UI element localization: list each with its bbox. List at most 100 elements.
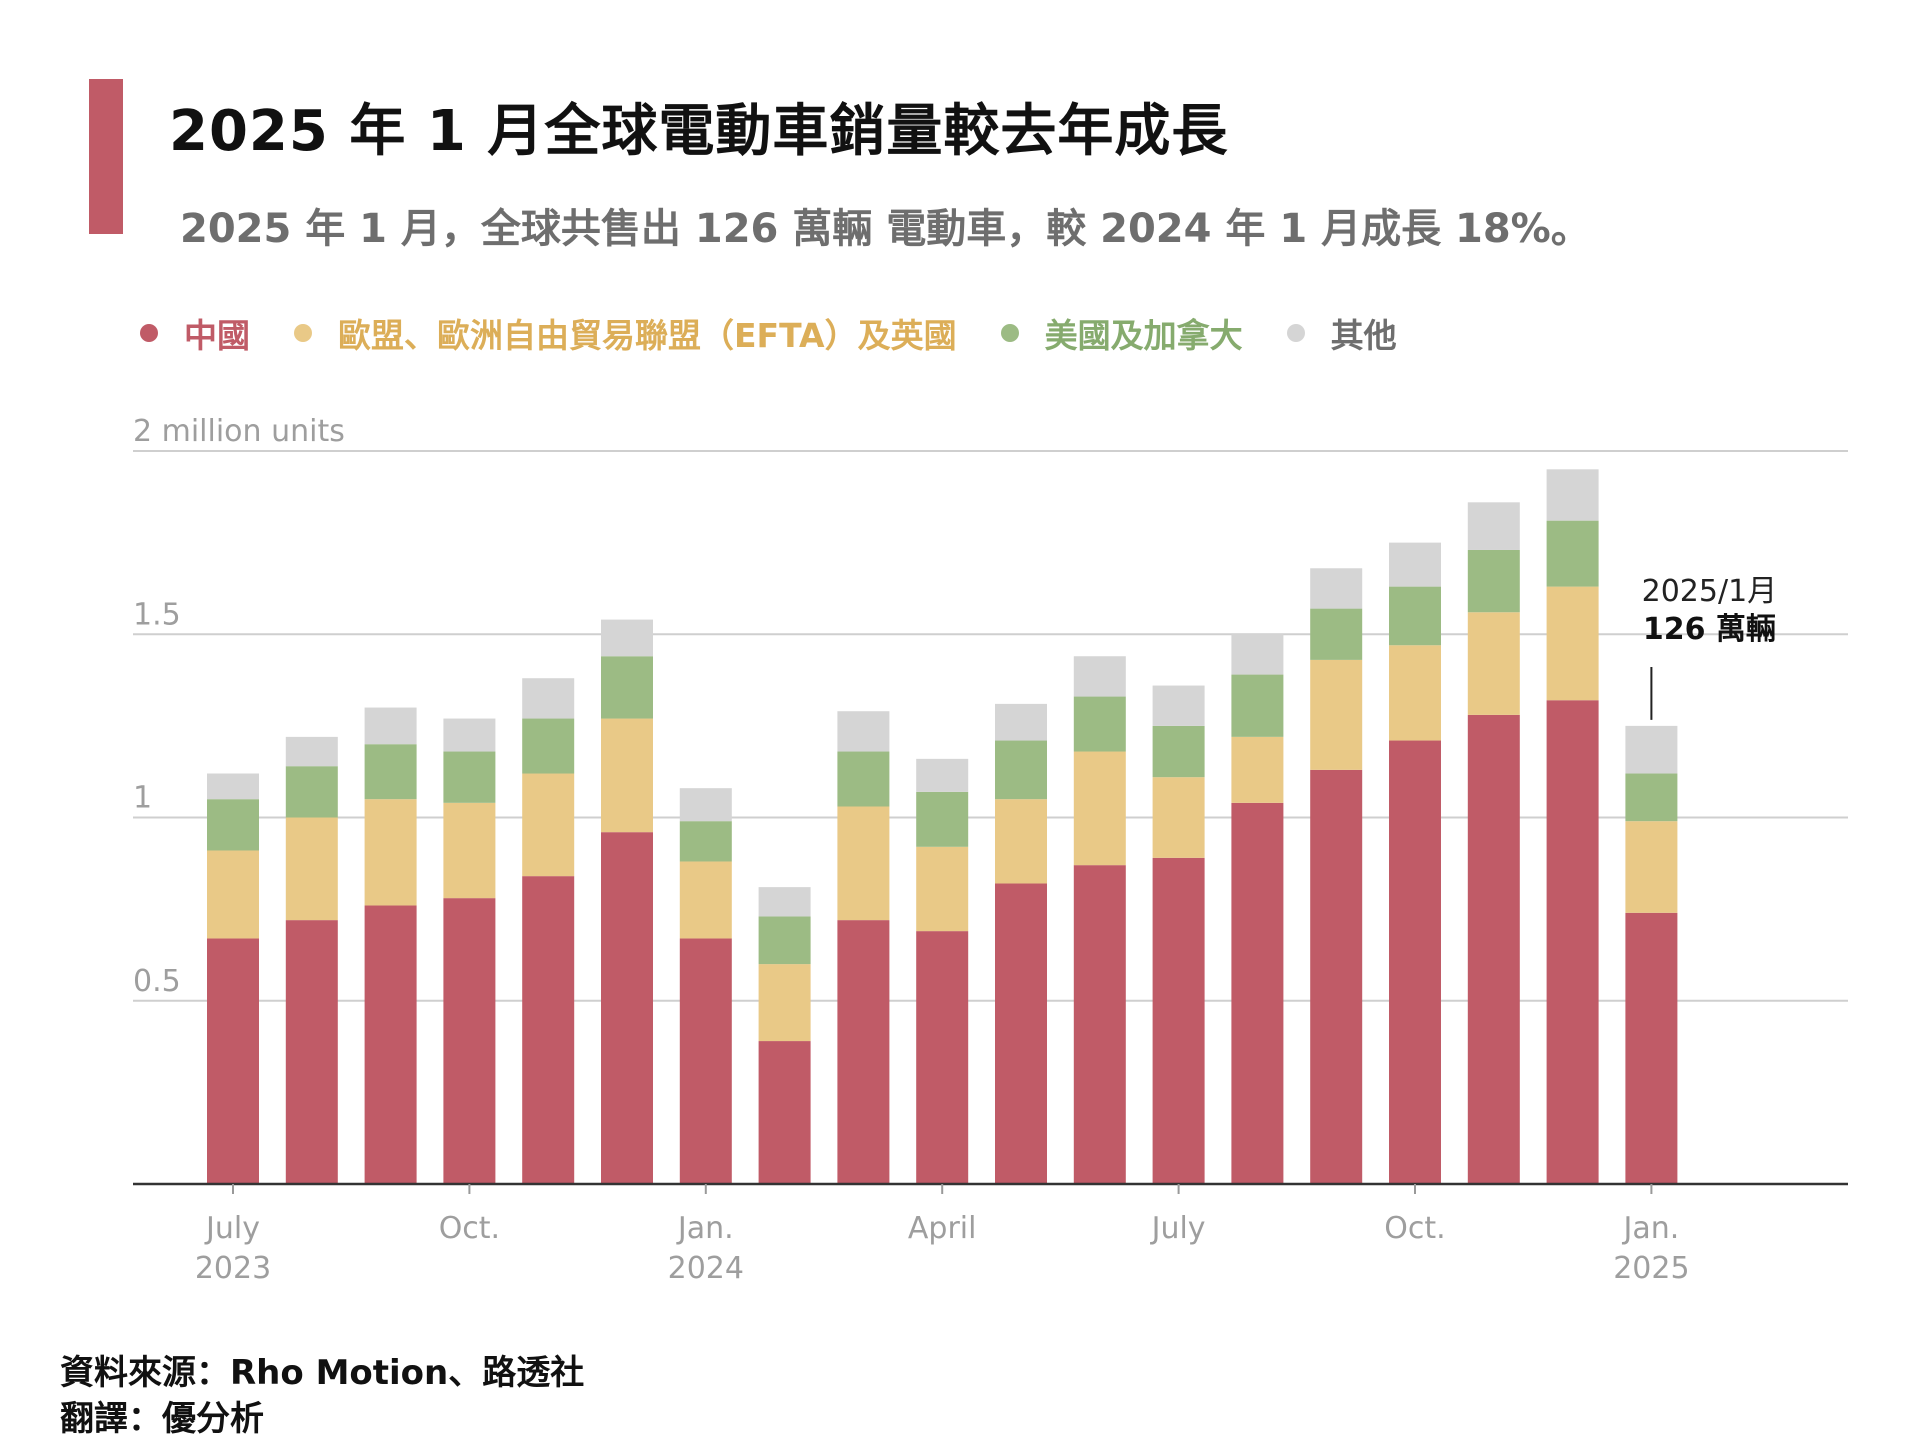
bar-segment (364, 744, 417, 800)
bar-segment (995, 799, 1047, 884)
bar-segment (1467, 612, 1520, 715)
bar-segment (679, 788, 732, 822)
x-tick-year-label: 2023 (195, 1251, 271, 1286)
bar-segment (995, 883, 1047, 1184)
bar-segment (601, 718, 653, 833)
bar-segment (1310, 568, 1363, 609)
source-line: 資料來源：Rho Motion、路透社 (60, 1353, 585, 1393)
bar-segment (1389, 645, 1441, 741)
bar-segment (1310, 659, 1363, 770)
x-tick-label: Oct. (439, 1211, 500, 1246)
legend-label-china: 中國 (184, 316, 250, 355)
chart-legend: 中國 歐盟、歐洲自由貿易聯盟（EFTA）及英國 美國及加拿大 其他 (140, 310, 1441, 356)
y-tick-label: 1 (133, 781, 152, 816)
bar-segment (285, 920, 338, 1184)
bar-segment (1625, 912, 1678, 1184)
legend-item-europe: 歐盟、歐洲自由貿易聯盟（EFTA）及英國 (294, 309, 957, 357)
legend-dot-europe (294, 324, 312, 342)
x-tick-label: Jan. (676, 1211, 734, 1246)
source-note: 資料來源：Rho Motion、路透社 翻譯：優分析 (60, 1350, 584, 1442)
bar-segment (916, 931, 969, 1184)
bar-segment (995, 703, 1047, 741)
bar-segment (364, 905, 417, 1184)
bar-segment (1467, 502, 1520, 550)
annotation-label-date: 2025/1月 (1642, 574, 1778, 609)
legend-dot-china (140, 324, 158, 342)
bar-segment (522, 876, 575, 1184)
annotation-label-value: 126 萬輛 (1643, 612, 1776, 647)
x-tick-label: Jan. (1622, 1211, 1680, 1246)
bar-segment (364, 707, 417, 745)
bar-segment (1231, 674, 1284, 737)
bar-segment (1467, 549, 1520, 613)
bar-segment (1152, 725, 1205, 778)
bar-segment (207, 850, 259, 939)
bar-segment (1389, 586, 1441, 646)
bar-segment (1231, 634, 1284, 675)
bar-segment (1389, 542, 1441, 587)
bar-segment (758, 964, 811, 1042)
bar-segment (1546, 586, 1599, 701)
x-tick-label: Oct. (1384, 1211, 1445, 1246)
bar-segment (1546, 700, 1599, 1184)
x-tick-year-label: 2024 (668, 1251, 744, 1286)
legend-item-china: 中國 (140, 309, 250, 357)
bar-segment (679, 861, 732, 939)
translation-credit: 翻譯：優分析 (60, 1399, 264, 1439)
bar-segment (285, 766, 338, 818)
bar-segment (679, 821, 732, 862)
bar-segment (1625, 821, 1678, 913)
legend-dot-us-canada (1000, 324, 1019, 342)
bar-segment (1073, 656, 1126, 697)
bar-segment (837, 751, 890, 807)
bar-segment (916, 758, 969, 792)
bar-segment (601, 619, 653, 657)
legend-item-other: 其他 (1286, 309, 1397, 357)
bar-segment (916, 791, 969, 847)
bar-segment (995, 740, 1047, 800)
bar-segment (364, 799, 417, 906)
bar-segment (443, 898, 496, 1184)
bar-segment (1467, 714, 1520, 1184)
y-tick-label: 0.5 (133, 964, 181, 999)
bar-segment (207, 938, 259, 1184)
bar-segment (522, 678, 575, 719)
bar-segment (758, 887, 811, 917)
bar-segment (1625, 725, 1678, 774)
bar-segment (758, 916, 811, 965)
bar-segment (1152, 685, 1205, 726)
legend-label-europe: 歐盟、歐洲自由貿易聯盟（EFTA）及英國 (338, 316, 957, 355)
bar-segment (207, 799, 259, 851)
bar-segment (522, 718, 575, 774)
y-tick-label: 1.5 (133, 597, 181, 632)
bar-segment (837, 711, 890, 752)
bar-segment (1231, 736, 1284, 803)
bar-segment (207, 773, 259, 800)
bar-segment (285, 736, 338, 767)
bar-segment (1073, 751, 1126, 866)
legend-dot-other (1286, 324, 1305, 342)
bar-segment (758, 1041, 811, 1184)
chart-subtitle: 2025 年 1 月，全球共售出 126 萬輛 電動車，較 2024 年 1 月… (180, 206, 1591, 252)
bar-segment (1231, 802, 1284, 1184)
bar-segment (285, 817, 338, 921)
legend-item-us-canada: 美國及加拿大 (1000, 309, 1243, 357)
x-tick-label: April (908, 1211, 977, 1246)
bar-segment (1152, 857, 1205, 1184)
title-accent-bar (89, 79, 123, 234)
bar-segment (837, 920, 890, 1184)
bar-segment (1152, 777, 1205, 858)
bar-segment (837, 806, 890, 921)
legend-label-us-canada: 美國及加拿大 (1044, 316, 1243, 355)
bar-segment (1073, 696, 1126, 752)
x-tick-label: July (1150, 1211, 1206, 1246)
bar-segment (1310, 769, 1363, 1184)
x-tick-label: July (204, 1211, 260, 1246)
bar-segment (443, 718, 496, 752)
bar-segment (1389, 740, 1441, 1184)
bar-segment (1625, 773, 1678, 822)
chart-title: 2025 年 1 月全球電動車銷量較去年成長 (169, 99, 1229, 164)
bar-segment (1546, 520, 1599, 587)
bar-segment (443, 751, 496, 803)
bar-segment (916, 846, 969, 932)
